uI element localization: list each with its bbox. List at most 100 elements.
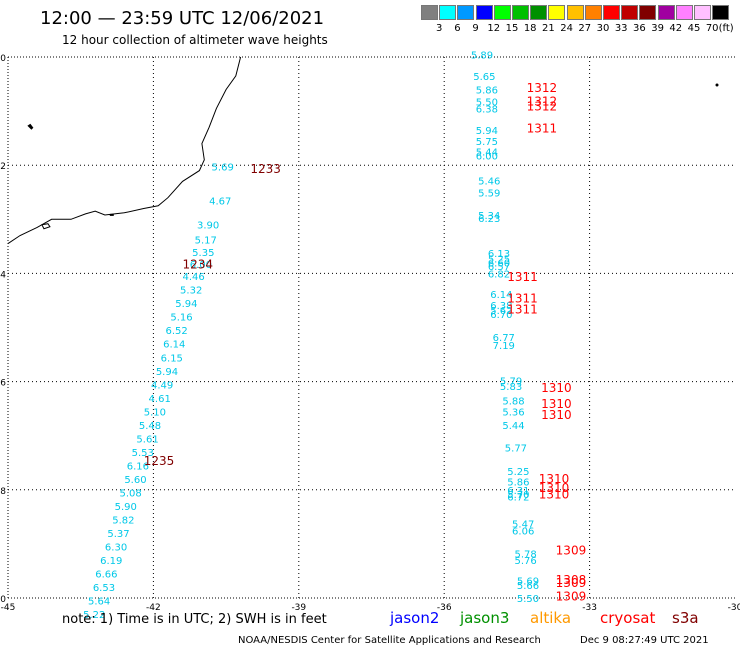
- swh-value: 5.75: [476, 137, 498, 148]
- swh-value: 5.90: [115, 502, 137, 513]
- swh-value: 5.35: [192, 248, 214, 259]
- swh-value: 6.77: [493, 333, 515, 344]
- swh-value: 4.61: [149, 394, 171, 405]
- swh-value: 5.78: [514, 550, 536, 561]
- swh-value: 5.25: [488, 254, 510, 265]
- pass-time-label: 1233: [250, 162, 281, 176]
- y-tick-label: -30: [0, 595, 6, 605]
- swh-value: 5.10: [144, 407, 166, 418]
- swh-value: 3.90: [197, 221, 219, 232]
- satellite-label-s3a: s3a: [672, 609, 699, 627]
- island: [27, 123, 34, 130]
- scale-label: 30: [596, 23, 610, 34]
- swh-value: 5.94: [156, 367, 178, 378]
- scale-label: 39: [651, 23, 664, 34]
- swh-value: 5.94: [476, 126, 498, 137]
- y-tick-label: -26: [0, 379, 6, 389]
- scale-label: 12: [487, 23, 501, 34]
- scale-label: 15: [505, 23, 519, 34]
- swh-value: 4.49: [151, 380, 173, 391]
- island: [109, 213, 114, 216]
- pass-time-label: 1312: [527, 81, 558, 95]
- page-title: 12:00 — 23:59 UTC 12/06/2021: [40, 8, 325, 29]
- page-subtitle: 12 hour collection of altimeter wave hei…: [62, 33, 328, 47]
- swh-value: 5.32: [180, 286, 202, 297]
- swh-value: 5.59: [478, 188, 500, 199]
- island: [715, 83, 719, 87]
- scale-label: 36: [633, 23, 646, 34]
- scale-swatch: [548, 5, 566, 20]
- swh-value: 5.17: [195, 235, 217, 246]
- pass-time-label: 1234: [182, 258, 213, 272]
- swh-value: 6.52: [166, 326, 188, 337]
- swh-value: 5.94: [175, 299, 197, 310]
- pass-time-label: 1310: [539, 472, 570, 486]
- pass-time-label: 1310: [539, 481, 570, 495]
- scale-label: 9: [472, 23, 479, 34]
- pass-time-label: 1312: [527, 94, 558, 108]
- swh-value: 6.06: [512, 526, 534, 537]
- swh-value: 5.89: [471, 50, 493, 61]
- swh-value: 4.46: [182, 272, 204, 283]
- scale-swatch: [639, 5, 657, 20]
- scale-swatch: [675, 5, 693, 20]
- swh-value: 6.60: [488, 259, 510, 270]
- swh-value: 5.50: [517, 594, 539, 605]
- pass-time-label: 1308: [556, 573, 587, 587]
- swh-value: 5.22: [83, 610, 105, 621]
- scale-swatch: [439, 5, 457, 20]
- swh-value: 6.38: [490, 301, 512, 312]
- x-tick-label: -36: [437, 603, 452, 613]
- swh-value: 4.67: [209, 196, 231, 207]
- scale-label: 27: [578, 23, 592, 34]
- pass-time-label: 1309: [556, 576, 587, 590]
- scale-label: 33: [614, 23, 628, 34]
- swh-value: 5.66: [517, 581, 539, 592]
- scale-swatch: [475, 5, 493, 20]
- pass-time-label: 1309: [556, 543, 587, 557]
- pass-time-label: 1310: [539, 488, 570, 502]
- scale-label: 42: [669, 23, 683, 34]
- scale-label: 18: [523, 23, 537, 34]
- scale-unit: (ft): [718, 23, 734, 34]
- swh-value: 5.69: [212, 162, 234, 173]
- swh-value: 5.61: [136, 434, 158, 445]
- swh-value: 6.82: [488, 269, 510, 280]
- scale-swatch: [530, 5, 548, 20]
- swh-value: 5.65: [473, 72, 495, 83]
- scale-swatch: [566, 5, 584, 20]
- scale-label: 21: [542, 23, 555, 34]
- coastline: [7, 56, 242, 245]
- satellite-label-cryosat: cryosat: [600, 609, 656, 627]
- x-tick-label: -30: [728, 603, 740, 613]
- y-tick-label: -24: [0, 270, 6, 280]
- swh-value: 6.57: [488, 262, 510, 273]
- x-tick-label: -39: [291, 603, 306, 613]
- pass-time-label: 1312: [527, 100, 558, 114]
- swh-value: 5.44: [476, 148, 498, 159]
- swh-value: 6.31: [507, 486, 529, 497]
- swh-value: 5.60: [124, 475, 146, 486]
- satellite-label-jason3: jason3: [460, 609, 510, 627]
- y-tick-label: -28: [0, 487, 6, 497]
- x-tick-label: -45: [1, 603, 16, 613]
- credit-line: NOAA/NESDIS Center for Satellite Applica…: [238, 635, 541, 646]
- swh-value: 5.08: [119, 489, 141, 500]
- pass-time-label: 1310: [541, 408, 572, 422]
- y-tick-label: -22: [0, 162, 6, 172]
- swh-value: 6.16: [127, 461, 149, 472]
- swh-value: 6.53: [93, 583, 115, 594]
- swh-value: 6.14: [490, 290, 512, 301]
- swh-value: 5.70: [507, 490, 529, 501]
- scale-label: 70: [705, 23, 719, 34]
- swh-value: 6.14: [163, 340, 185, 351]
- scale-label: 3: [436, 23, 443, 34]
- swh-value: 5.37: [107, 529, 129, 540]
- swh-value: 6.70: [490, 310, 512, 321]
- scale-swatch: [457, 5, 475, 20]
- scale-swatch: [584, 5, 602, 20]
- swh-value: 5.82: [112, 516, 134, 527]
- pass-time-label: 1311: [507, 270, 538, 284]
- swh-value: 5.36: [502, 407, 524, 418]
- swh-value: 5.64: [88, 597, 110, 608]
